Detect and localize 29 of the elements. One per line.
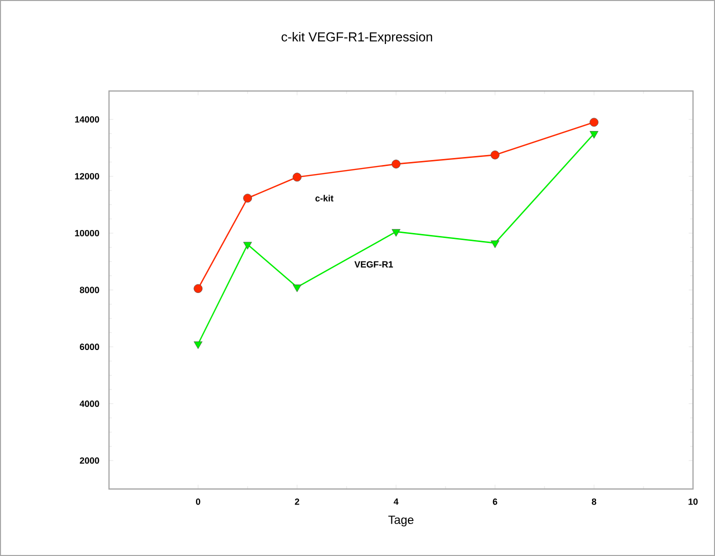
point	[590, 118, 598, 127]
y-tick-label: 14000	[75, 116, 100, 123]
x-tick-label: 6	[492, 498, 498, 505]
point	[590, 131, 598, 139]
x-tick-label: 2	[294, 498, 300, 505]
x-tick-label: 10	[688, 498, 698, 505]
x-axis-title: Tage	[388, 516, 414, 526]
y-tick-label: 4000	[80, 400, 100, 407]
series-label: VEGF-R1	[354, 261, 393, 268]
x-tick-label: 8	[592, 498, 596, 505]
point	[243, 194, 252, 203]
chart-title: c-kit VEGF-R1-Expression	[282, 32, 432, 44]
y-tick-label: 2000	[80, 457, 100, 464]
point	[490, 150, 500, 160]
point	[490, 240, 500, 248]
y-tick-label: 12000	[75, 173, 100, 180]
point	[392, 229, 400, 237]
point	[194, 284, 202, 293]
y-tick-label: 10000	[75, 230, 100, 236]
point	[194, 341, 202, 349]
x-tick-label: 0	[196, 498, 200, 505]
point	[392, 160, 400, 168]
point	[292, 284, 302, 292]
point	[243, 242, 252, 250]
x-tick-label: 4	[394, 498, 399, 505]
y-tick-label: 6000	[80, 344, 100, 350]
y-tick-label: 8000	[80, 286, 100, 294]
point	[292, 172, 302, 182]
text: c-kit	[315, 194, 334, 202]
